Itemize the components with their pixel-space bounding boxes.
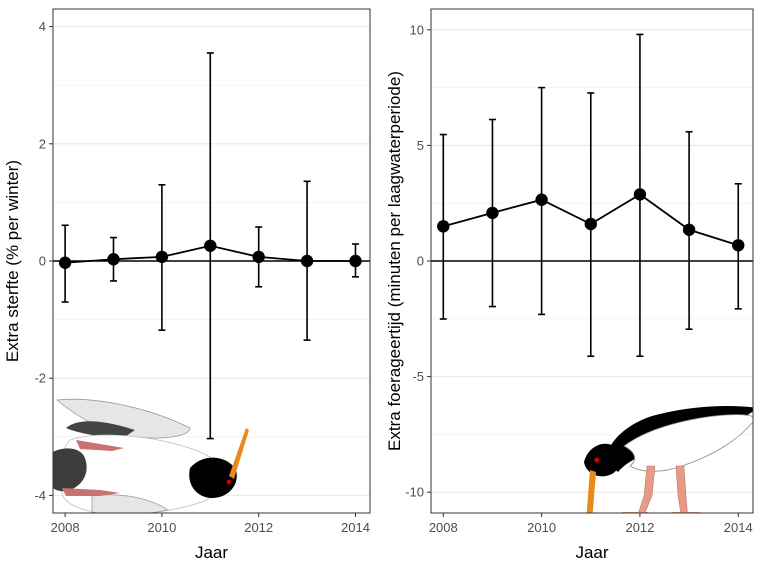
x-tick-label: 2012 (244, 520, 273, 535)
data-point (204, 239, 217, 252)
foraging-oystercatcher-icon (584, 406, 753, 513)
y-axis-title: Extra sterfte (% per winter) (3, 160, 22, 362)
data-point (682, 223, 696, 236)
data-point (486, 206, 499, 220)
x-tick-label: 2010 (147, 520, 176, 535)
data-point (107, 253, 120, 266)
data-point (535, 193, 548, 206)
data-point (633, 188, 647, 201)
data-points (58, 239, 362, 269)
x-tick-label: 2014 (341, 520, 370, 535)
data-point (252, 250, 265, 264)
y-tick-label: -5 (412, 369, 424, 384)
error-bars (439, 33, 742, 358)
y-tick-label: -2 (34, 371, 46, 386)
y-tick-label: 5 (417, 138, 424, 153)
x-tick-label: 2014 (724, 520, 753, 535)
x-axis-title: Jaar (195, 543, 228, 562)
y-tick-label: 2 (39, 136, 46, 151)
data-point (437, 220, 450, 233)
data-points (437, 188, 745, 252)
x-tick-label: 2008 (51, 520, 80, 535)
y-tick-label: -4 (34, 488, 46, 503)
mortality-panel: -4 -2 0 2 4 2008 2010 2012 2014 Jaar Extra sterfte… (3, 8, 371, 562)
x-tick-label: 2008 (429, 520, 458, 535)
y-axis-title: Extra foerageertijd (minuten per laagwat… (385, 71, 404, 451)
data-point (300, 254, 314, 268)
x-tick-label: 2010 (527, 520, 556, 535)
y-tick-label: 10 (410, 22, 424, 37)
x-tick-label: 2012 (625, 520, 654, 535)
data-point (584, 217, 597, 231)
data-point (58, 256, 72, 269)
data-point (732, 239, 745, 252)
x-axis-title: Jaar (575, 543, 608, 562)
foraging-time-panel: -10 -5 0 5 10 2008 2010 2012 2014 Jaar Extra foera… (385, 8, 754, 562)
y-tick-label: 0 (417, 254, 424, 269)
data-point (155, 250, 169, 264)
data-point (349, 254, 362, 268)
y-tick-label: 0 (39, 254, 46, 269)
dead-oystercatcher-icon (53, 398, 249, 513)
y-tick-label: -10 (405, 485, 424, 500)
y-tick-label: 4 (39, 19, 46, 34)
